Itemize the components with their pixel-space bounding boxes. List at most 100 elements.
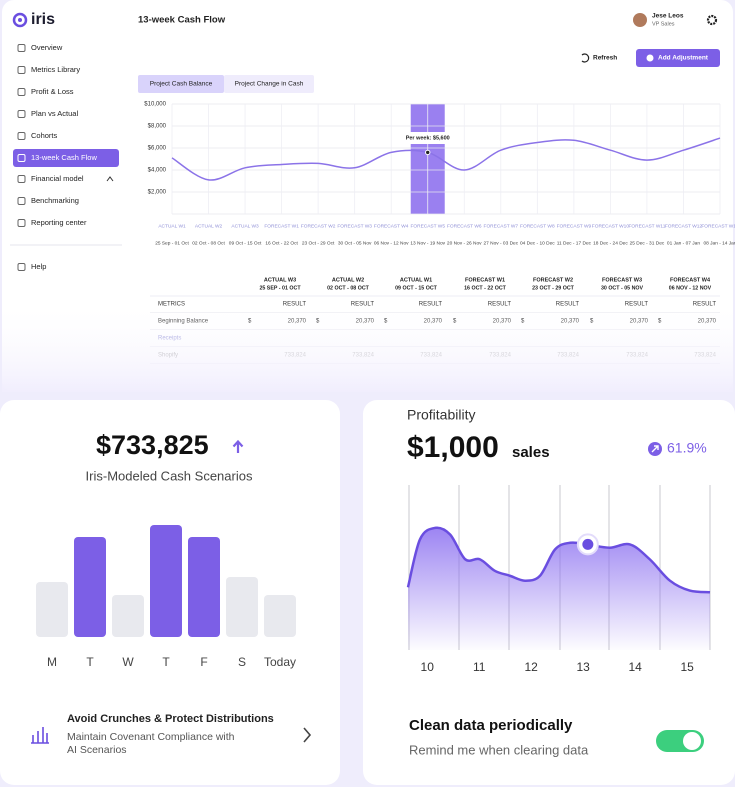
chevron[interactable] [303, 727, 312, 743]
x-tick-label: 06 Nov - 12 Nov [374, 240, 409, 246]
x-tick-label: ACTUAL W1 [158, 223, 186, 229]
x-tick-label: 02 Oct - 08 Oct [192, 240, 225, 246]
x-tick-label: FORECAST W5 [410, 223, 445, 229]
profit-unit: sales [512, 444, 550, 461]
annotation-dot [425, 149, 431, 156]
annotation-box [399, 132, 456, 144]
x-tick-label: FORECAST W12 [665, 223, 703, 229]
column-name: FORECAST W3 [602, 277, 642, 283]
nav-item[interactable]: Help [31, 262, 46, 271]
up-arrow [232, 439, 244, 453]
x-tick-label: 08 Jan - 14 Jan [703, 240, 735, 246]
nav-item[interactable]: Metrics Library [31, 65, 80, 74]
x-tick-label: FORECAST W9 [557, 223, 592, 229]
cash-line [171, 137, 721, 181]
settings-icon[interactable] [706, 14, 718, 26]
add-button-label: Add Adjustment [658, 55, 709, 62]
column-name: ACTUAL W1 [400, 277, 432, 283]
column-dates: 09 OCT - 15 OCT [395, 285, 438, 291]
nav-icon [17, 110, 26, 118]
bar [74, 537, 106, 637]
nav-item[interactable]: Overview [31, 43, 63, 52]
x-tick-label: W [122, 655, 134, 669]
bar [36, 582, 68, 637]
nav-icon [17, 219, 26, 227]
tab-label: Project Change in Cash [235, 81, 304, 88]
logo-icon [12, 12, 28, 28]
nav-icon [17, 88, 26, 96]
chart-icon [31, 727, 49, 744]
column-name: FORECAST W4 [670, 277, 711, 283]
x-tick-label: Today [264, 655, 296, 669]
fade-overlay [2, 300, 733, 392]
y-tick-label: $10,000 [144, 102, 166, 108]
x-tick-label: FORECAST W4 [374, 223, 409, 229]
bar [188, 537, 220, 637]
nav-item[interactable]: Profit & Loss [31, 87, 74, 96]
nav-item[interactable]: Reporting center [31, 218, 87, 227]
column-name: FORECAST W1 [465, 277, 505, 283]
y-tick-label: $8,000 [148, 124, 167, 130]
x-tick-label: 23 Oct - 29 Oct [302, 240, 335, 246]
toggle-knob [683, 732, 701, 750]
nav-item[interactable]: Financial model [31, 174, 84, 183]
x-tick-label: 15 [680, 660, 694, 674]
nav-item[interactable]: Plan vs Actual [31, 109, 78, 118]
annotation: Per week: $5,600 [406, 135, 450, 141]
tab[interactable] [224, 75, 314, 93]
page-title: 13-week Cash Flow [138, 15, 226, 26]
nav-active[interactable] [13, 149, 119, 167]
reminder-title: Clean data periodically [409, 717, 573, 734]
x-tick-label: 12 [525, 660, 539, 674]
logo: iris [31, 11, 55, 28]
column-name: ACTUAL W3 [264, 277, 296, 283]
x-tick-label: ACTUAL W2 [195, 223, 223, 229]
footer-line: AI Scenarios [67, 744, 127, 756]
x-tick-label: 27 Nov - 03 Dec [483, 240, 518, 246]
bar [264, 595, 296, 637]
x-tick-label: 11 [473, 660, 486, 674]
x-tick-label: M [47, 655, 57, 669]
profit-title: Profitability [407, 407, 475, 423]
y-tick-label: $4,000 [148, 168, 167, 174]
nav-item[interactable]: Benchmarking [31, 196, 79, 205]
x-tick-label: FORECAST W6 [447, 223, 482, 229]
nav-icon [17, 197, 26, 205]
bar [226, 577, 258, 637]
add-button[interactable] [636, 49, 720, 67]
area-fill [408, 527, 710, 650]
nav-icon [17, 44, 26, 52]
column-dates: 02 OCT - 08 OCT [327, 285, 370, 291]
x-tick-label: 18 Dec - 24 Dec [593, 240, 628, 246]
area-line [406, 526, 711, 594]
x-tick-label: FORECAST W13 [701, 223, 735, 229]
nav-icon [17, 175, 26, 183]
reminder-text: Remind me when clearing data [409, 742, 589, 757]
x-tick-label: 13 Nov - 19 Nov [410, 240, 445, 246]
refresh-button[interactable]: Refresh [593, 55, 617, 62]
nav-chevron [106, 176, 114, 182]
nav-icon [17, 66, 26, 74]
user-role: VP Sales [652, 21, 675, 27]
x-tick-label: 01 Jan - 07 Jan [667, 240, 700, 246]
y-tick-label: $6,000 [148, 146, 167, 152]
footer-title: Avoid Crunches & Protect Distributions [67, 713, 274, 725]
x-tick-label: FORECAST W7 [484, 223, 519, 229]
footer-line: Maintain Covenant Compliance with [67, 731, 235, 743]
x-tick-label: 25 Sep - 01 Oct [155, 240, 189, 246]
nav-item[interactable]: Cohorts [31, 131, 58, 140]
x-tick-label: 20 Nov - 26 Nov [447, 240, 482, 246]
cash-label: Iris-Modeled Cash Scenarios [86, 468, 253, 483]
column-dates: 30 OCT - 05 NOV [601, 285, 644, 291]
tab-active[interactable] [138, 75, 224, 93]
y-tick-label: $2,000 [148, 190, 167, 196]
x-tick-label: 04 Dec - 10 Dec [520, 240, 555, 246]
x-tick-label: 13 [576, 660, 590, 674]
nav-icon [17, 263, 26, 271]
x-tick-label: 30 Oct - 05 Nov [338, 240, 372, 246]
x-tick-label: 16 Oct - 22 Oct [265, 240, 298, 246]
column-name: ACTUAL W2 [332, 277, 364, 283]
nav-item[interactable]: 13-week Cash Flow [31, 153, 97, 162]
x-tick-label: T [86, 655, 94, 669]
